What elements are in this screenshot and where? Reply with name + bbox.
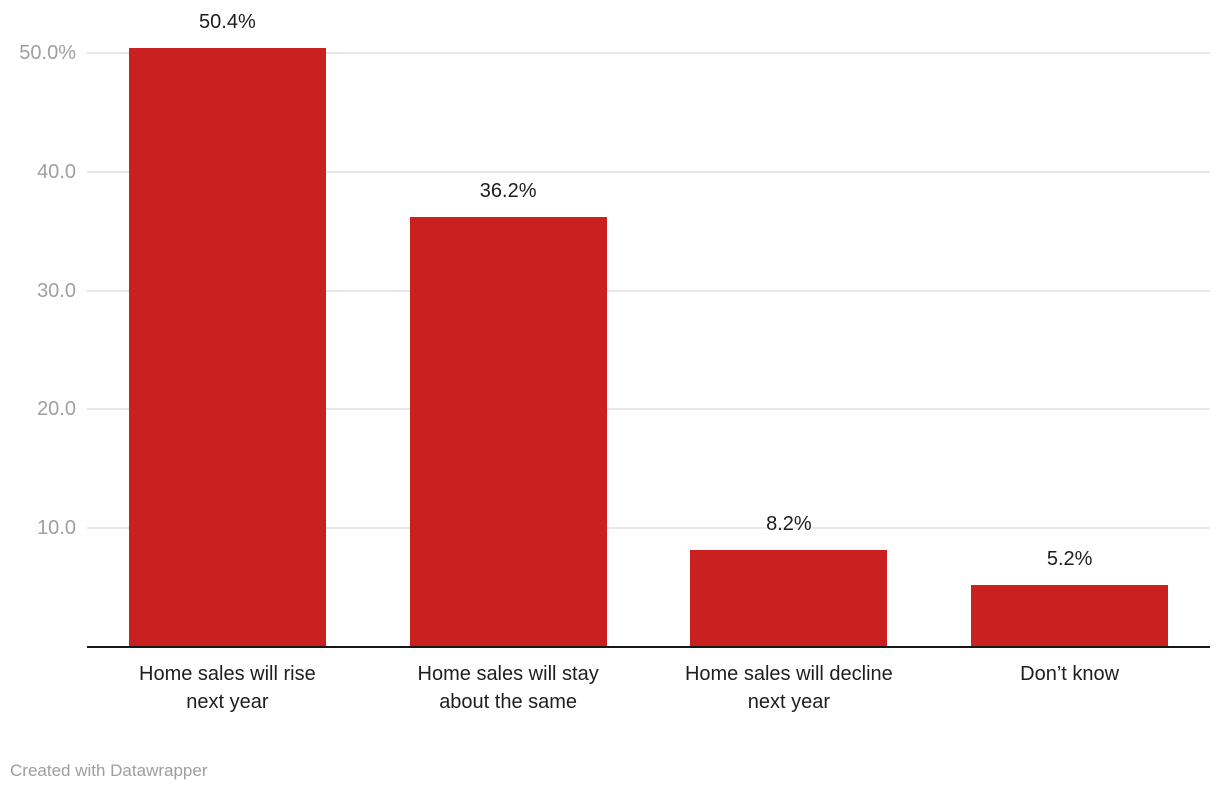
category-label-line: next year bbox=[747, 691, 830, 713]
category-label: Don’t know bbox=[930, 660, 1210, 688]
bar-2 bbox=[409, 216, 607, 647]
bar-3 bbox=[690, 549, 888, 647]
y-axis-tick-label: 40.0 bbox=[37, 160, 76, 183]
y-gridline bbox=[87, 289, 1210, 292]
category-label-line: Don’t know bbox=[1020, 663, 1120, 685]
bar-value-label: 5.2% bbox=[1046, 548, 1093, 571]
y-axis-tick-label: 10.0 bbox=[37, 517, 76, 540]
bar-4 bbox=[971, 585, 1169, 647]
category-label: Home sales will decline next year bbox=[649, 660, 929, 716]
y-gridline bbox=[87, 408, 1210, 411]
category-label-line: Home sales will rise bbox=[139, 663, 316, 685]
x-axis-baseline bbox=[87, 646, 1210, 648]
bar-value-label: 8.2% bbox=[766, 512, 812, 535]
y-axis-tick-label: 20.0 bbox=[37, 398, 76, 421]
y-axis-tick-label: 30.0 bbox=[37, 279, 76, 302]
y-gridline bbox=[87, 170, 1210, 173]
category-label-line: about the same bbox=[439, 691, 578, 713]
bar-value-label: 36.2% bbox=[479, 179, 537, 202]
y-gridline bbox=[87, 527, 1210, 530]
category-label-line: next year bbox=[186, 691, 269, 713]
category-label: Home sales will rise next year bbox=[87, 660, 367, 716]
bar-value-label: 50.4% bbox=[199, 11, 256, 34]
attribution-text: Created with Datawrapper bbox=[10, 761, 208, 780]
y-axis-tick-label: 50.0% bbox=[19, 42, 76, 64]
category-label: Home sales will stay about the same bbox=[368, 660, 648, 716]
category-label-line: Home sales will decline bbox=[684, 663, 893, 685]
y-gridline bbox=[87, 52, 1210, 54]
category-label-line: Home sales will stay bbox=[417, 663, 599, 685]
bar-1 bbox=[128, 48, 326, 647]
